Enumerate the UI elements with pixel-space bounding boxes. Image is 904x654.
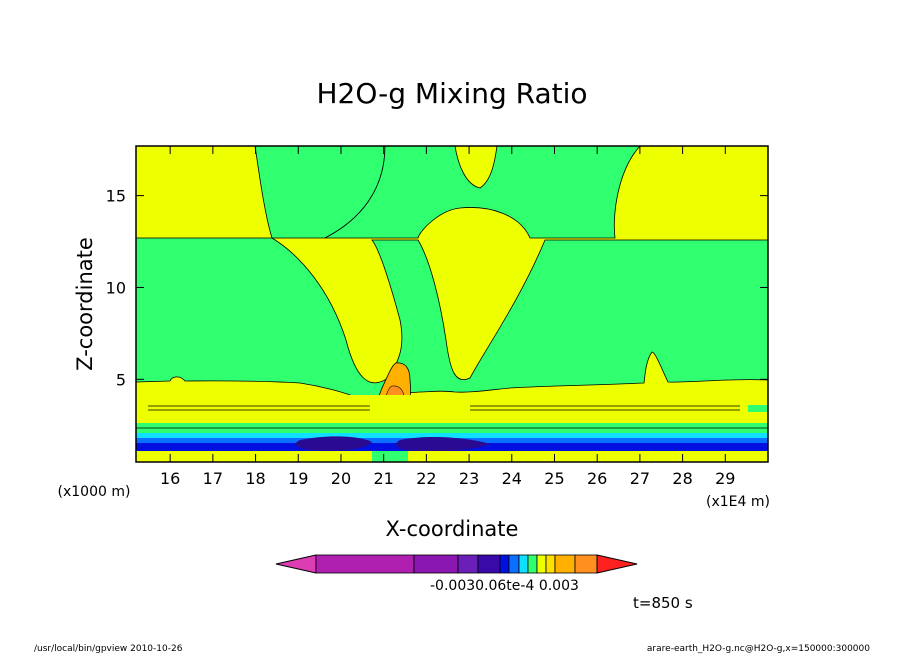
x-tick-label: 26 — [587, 469, 607, 488]
colorbar-swatch — [536, 554, 547, 574]
x-tick-label: 19 — [288, 469, 308, 488]
colorbar-swatch — [545, 554, 556, 574]
contour-fill-green-lower-right — [748, 405, 768, 412]
colorbar-swatch — [527, 554, 538, 574]
x-tick-label: 16 — [160, 469, 180, 488]
x-tick-label: 20 — [331, 469, 351, 488]
colorbar-swatch — [518, 554, 529, 574]
contour-fill-dark-blob-left — [295, 436, 372, 451]
x-axis: 16 17 18 19 20 21 22 23 24 25 26 27 28 29 — [160, 146, 735, 488]
x-tick-label: 23 — [459, 469, 479, 488]
colorbar-swatch — [315, 554, 415, 574]
colorbar-swatch — [554, 554, 576, 574]
time-annotation: t=850 s — [633, 594, 693, 612]
footer-right: arare-earth_H2O-g.nc@H2O-g,x=150000:3000… — [647, 644, 870, 654]
x-tick-label: 17 — [203, 469, 223, 488]
contour-fill-yellow-lower — [136, 395, 768, 423]
x-tick-label: 21 — [373, 469, 393, 488]
x-tick-label: 24 — [502, 469, 522, 488]
y-tick-label: 5 — [116, 370, 126, 389]
contour-field — [136, 146, 768, 462]
chart-title: H2O-g Mixing Ratio — [316, 77, 587, 110]
colorbar-arrow-low — [275, 554, 317, 574]
colorbar-swatch — [574, 554, 598, 574]
footer-left: /usr/local/bin/gpview 2010-10-26 — [34, 644, 183, 654]
y-axis: 5 10 15 — [106, 187, 768, 389]
contour-fill-green-upper-center — [324, 146, 641, 239]
colorbar-swatch — [499, 554, 510, 574]
y-unit-label: (x1000 m) — [58, 484, 131, 500]
x-axis-label: X-coordinate — [386, 517, 519, 541]
contour-fill-cyan-band — [136, 433, 768, 438]
colorbar — [275, 554, 638, 574]
colorbar-swatch — [413, 554, 459, 574]
contour-fill-green-bottom-center — [372, 451, 408, 462]
x-tick-label: 22 — [416, 469, 436, 488]
colorbar-arrow-high — [596, 554, 638, 574]
y-tick-label: 15 — [106, 187, 126, 206]
x-unit-label: (x1E4 m) — [706, 494, 770, 510]
x-tick-label: 18 — [245, 469, 265, 488]
x-tick-label: 29 — [715, 469, 735, 488]
x-tick-label: 27 — [630, 469, 650, 488]
colorbar-labels: -0.0030.06te-4 0.003 — [430, 578, 579, 594]
x-tick-label: 25 — [544, 469, 564, 488]
plot-frame — [135, 145, 769, 463]
colorbar-swatch — [477, 554, 501, 574]
contour-fill-dark-blob-right — [396, 437, 490, 452]
y-tick-label: 10 — [106, 278, 126, 297]
colorbar-swatch — [508, 554, 520, 574]
colorbar-swatch — [457, 554, 479, 574]
y-axis-label: Z-coordinate — [73, 237, 97, 371]
x-tick-label: 28 — [672, 469, 692, 488]
contour-fill-yellow-bottom — [136, 451, 768, 462]
contour-line-lower-right — [470, 405, 740, 411]
contour-line-lower-left — [148, 405, 370, 411]
